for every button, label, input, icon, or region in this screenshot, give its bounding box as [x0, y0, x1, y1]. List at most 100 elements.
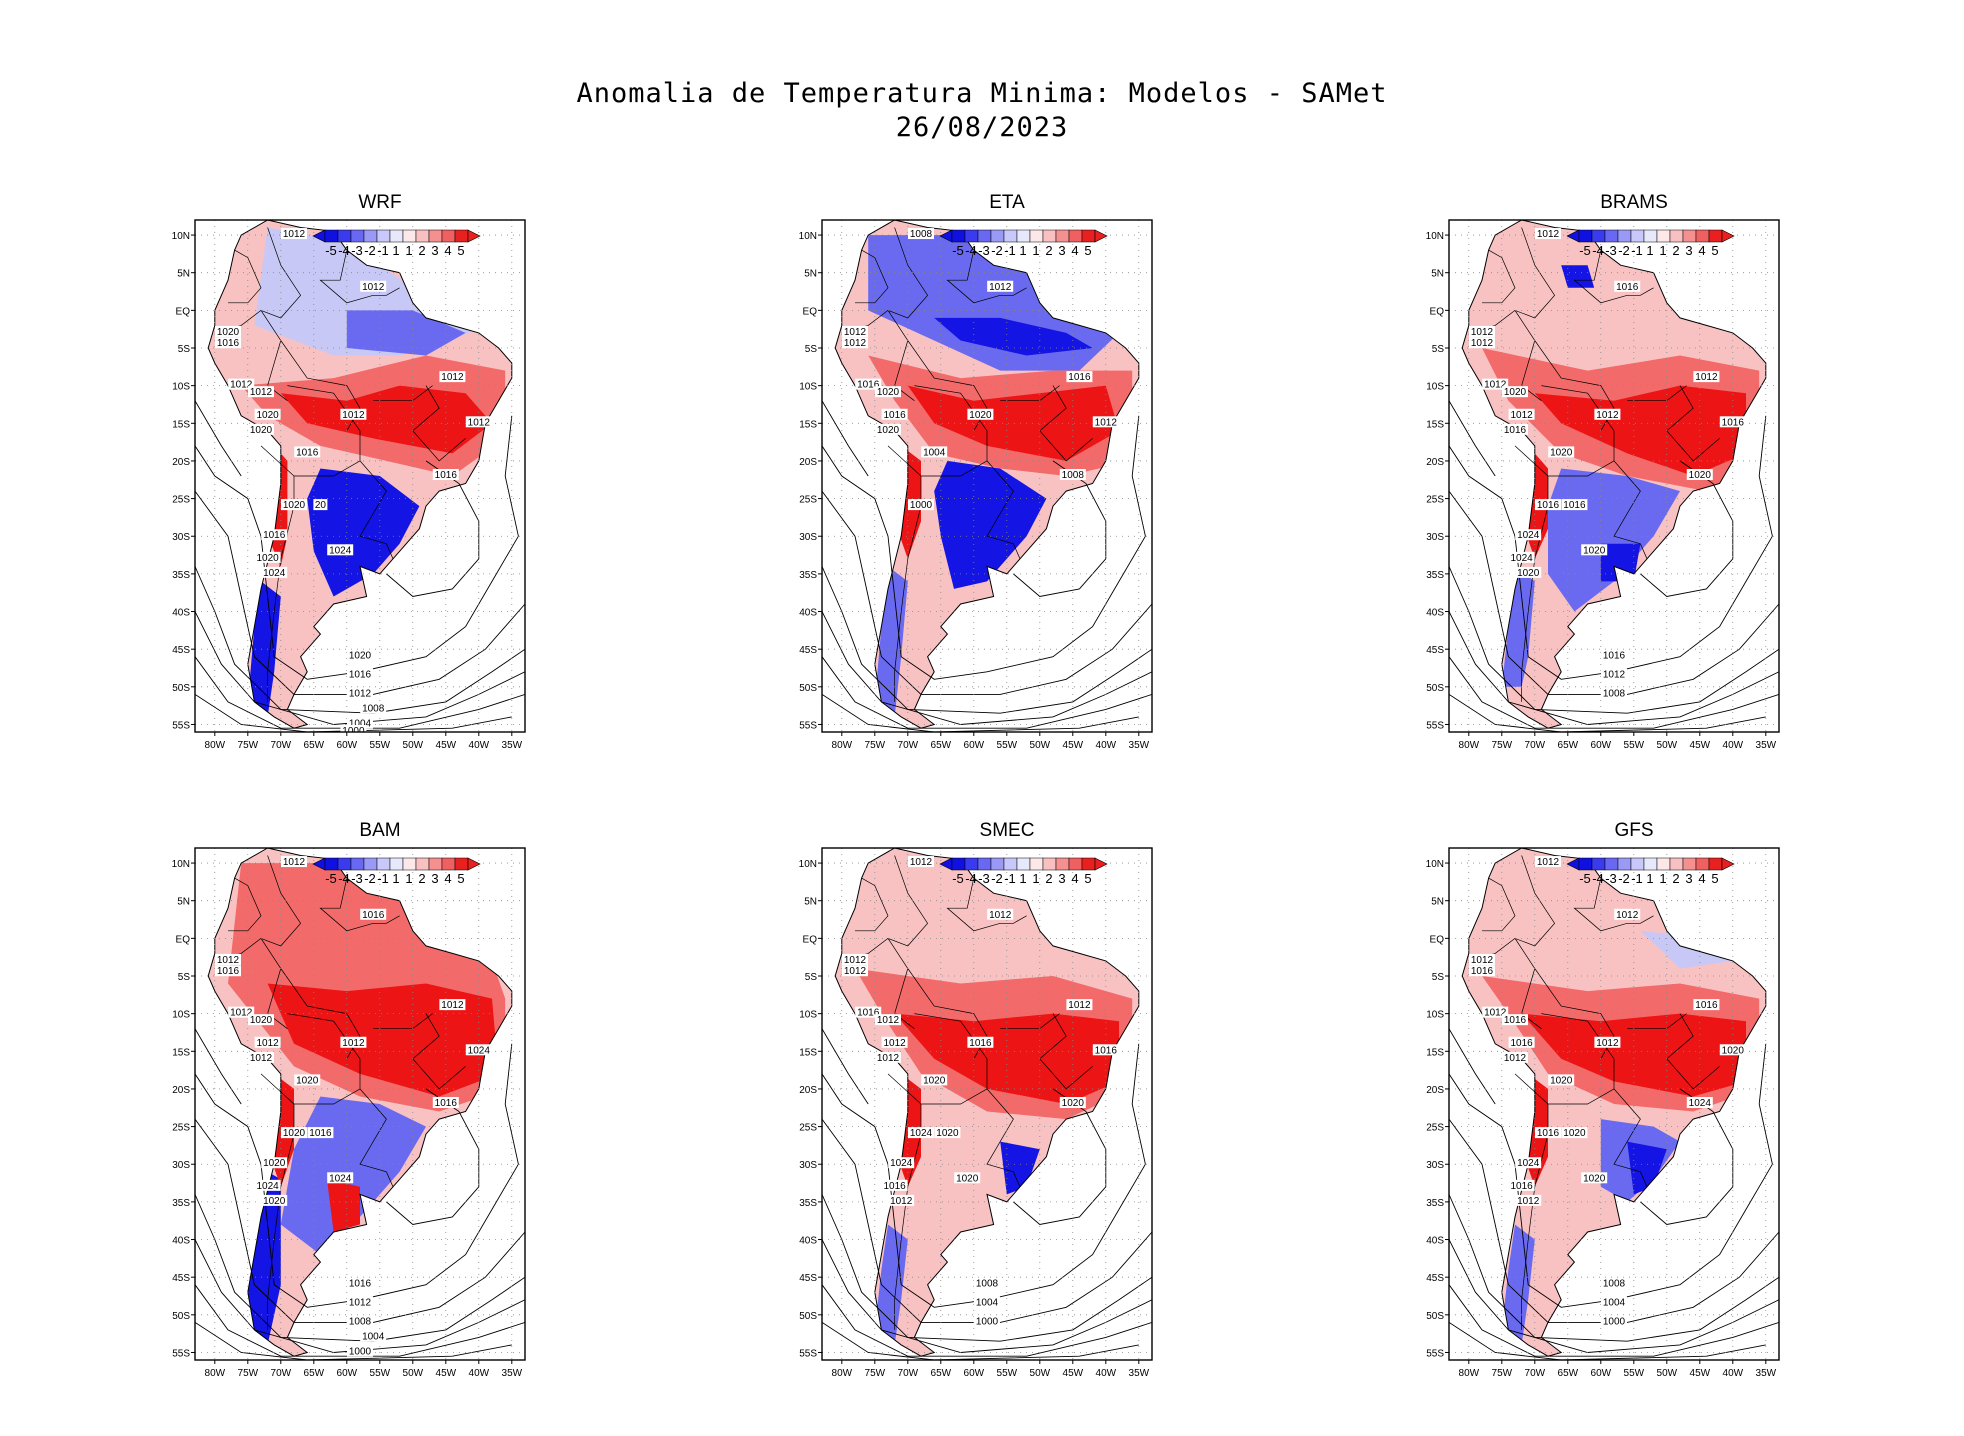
- isobar-line: [1449, 445, 1773, 680]
- colorbar-label: -2: [364, 243, 376, 258]
- lat-tick-label: 35S: [172, 570, 190, 581]
- colorbar-label: -4: [965, 243, 977, 258]
- isobar-label: 1012: [1596, 1038, 1619, 1049]
- colorbar-label: 5: [1711, 871, 1718, 886]
- colorbar-swatch: [1016, 857, 1031, 871]
- lon-tick-label: 55W: [997, 740, 1018, 751]
- lon-tick-label: 70W: [898, 1368, 919, 1379]
- isobar-label: 1012: [1095, 417, 1118, 428]
- isobar-label: 1012: [1603, 670, 1626, 681]
- isobar-label: 1012: [342, 1038, 365, 1049]
- isobar-line: [1449, 1194, 1779, 1342]
- colorbar-swatch: [1003, 857, 1018, 871]
- lon-tick-label: 35W: [1129, 740, 1150, 751]
- isobar-label-bg: [1469, 325, 1495, 337]
- isobar-label: 1020: [1583, 1173, 1606, 1184]
- isobar-label-bg: [1515, 529, 1542, 541]
- colorbar-swatch: [1081, 229, 1096, 243]
- isobar-label: 1016: [883, 410, 906, 421]
- isobar-line: [1758, 1043, 1773, 1165]
- isobar-line: [1449, 1028, 1496, 1105]
- colorbar-swatch: [1016, 229, 1031, 243]
- colorbar-label: 1: [405, 243, 412, 258]
- isobar-label-bg: [281, 499, 307, 511]
- isobar-label: 1020: [217, 327, 240, 338]
- isobar-label: 1020: [283, 1128, 306, 1139]
- lat-tick-label: 55S: [1426, 720, 1444, 731]
- isobar-label: 1012: [1537, 229, 1560, 240]
- country-border: [986, 1088, 1021, 1187]
- isobar-label-bg: [1693, 999, 1720, 1011]
- isobar-label: 1012: [1504, 1053, 1527, 1064]
- colorbar-swatch: [1695, 229, 1710, 243]
- isobar-label-bg: [888, 1157, 915, 1169]
- isobar-label: 1012: [256, 1038, 279, 1049]
- lat-tick-label: 15S: [799, 419, 817, 430]
- isobar-label-bg: [987, 908, 1014, 920]
- lon-tick-label: 55W: [997, 1368, 1018, 1379]
- colorbar-swatch: [1591, 857, 1606, 871]
- isobar-label: 1016: [349, 1279, 372, 1290]
- isobar-label: 1016: [435, 1098, 458, 1109]
- isobar-line: [195, 490, 525, 695]
- lat-tick-label: 5N: [177, 897, 190, 908]
- isobar-label-bg: [254, 1179, 281, 1191]
- country-border: [1482, 249, 1516, 304]
- country-border: [319, 878, 400, 932]
- isobar-label: 1012: [1471, 327, 1494, 338]
- isobar-label: 1012: [362, 282, 385, 293]
- lat-tick-label: 10N: [799, 859, 817, 870]
- isobar-label-bg: [1719, 416, 1746, 428]
- isobar-label: 1020: [1583, 545, 1606, 556]
- isobar-label: 1008: [910, 229, 933, 240]
- isobar-label: 1012: [877, 1015, 900, 1026]
- isobar-line: [1640, 1088, 1734, 1225]
- lat-tick-label: 50S: [1426, 683, 1444, 694]
- isobar-label: 1020: [283, 500, 306, 511]
- isobar-label: 1012: [844, 955, 867, 966]
- colorbar-swatch: [951, 857, 966, 871]
- country-border: [1573, 878, 1654, 932]
- colorbar-arrow-right: [467, 229, 481, 243]
- lon-tick-label: 55W: [1624, 1368, 1645, 1379]
- colorbar-swatch: [350, 229, 365, 243]
- isobar-label: 1012: [1537, 857, 1560, 868]
- anomaly-region-cool_medium: [1501, 566, 1535, 687]
- isobar-label: 1024: [256, 1181, 279, 1192]
- isobar-label-bg: [327, 544, 354, 556]
- colorbar-label: 1: [1659, 871, 1666, 886]
- colorbar-swatch: [402, 857, 417, 871]
- isobar-label-bg: [215, 953, 241, 965]
- map-frame: [194, 219, 526, 733]
- isobar-label-bg: [1092, 416, 1119, 428]
- colorbar-label: 1: [405, 871, 412, 886]
- colorbar-label: 5: [1711, 243, 1718, 258]
- lat-tick-label: 5N: [804, 269, 817, 280]
- isobar-label-bg: [1614, 280, 1641, 292]
- isobar-label-bg: [875, 386, 901, 398]
- isobar-label: 1016: [1722, 417, 1745, 428]
- colorbar-swatch: [337, 229, 352, 243]
- isobar-line: [1449, 656, 1779, 729]
- country-border: [855, 249, 889, 304]
- lat-tick-label: 30S: [1426, 1160, 1444, 1171]
- isobar-line: [195, 1028, 242, 1105]
- lon-tick-label: 60W: [337, 740, 358, 751]
- isobar-line: [195, 445, 519, 680]
- isobar-label: 1024: [910, 1128, 933, 1139]
- colorbar-swatch: [363, 229, 378, 243]
- map-frame: [821, 847, 1153, 1361]
- isobar-label-bg: [294, 446, 321, 458]
- isobar-label: 1016: [435, 470, 458, 481]
- isobar-label-bg: [340, 1036, 367, 1048]
- anomaly-region-cool_strong: [934, 317, 1093, 356]
- colorbar-swatch: [964, 857, 979, 871]
- isobar-line: [1449, 566, 1779, 714]
- colorbar-label: -3: [351, 871, 363, 886]
- isobar-label: 1008: [1603, 688, 1626, 699]
- isobar-line: [822, 1194, 1152, 1342]
- isobar-label-bg: [248, 1051, 274, 1063]
- lon-tick-label: 35W: [502, 740, 523, 751]
- isobar-label-bg: [340, 725, 367, 732]
- anomaly-region-cool_strong: [307, 468, 420, 597]
